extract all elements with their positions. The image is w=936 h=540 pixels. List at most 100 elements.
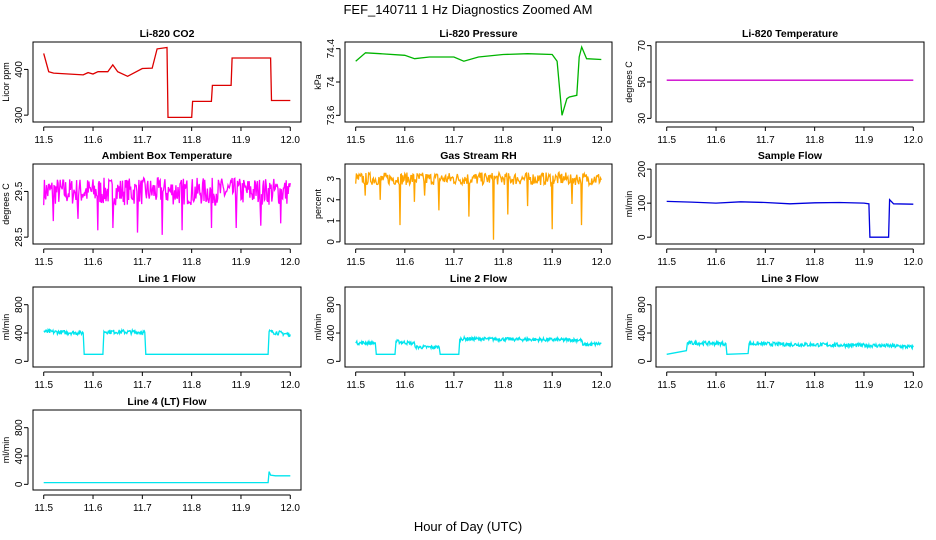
panel-7-x-tick-label: 11.6 (395, 380, 414, 391)
panel-3-series-line (43, 176, 291, 235)
figure-xlabel: Hour of Day (UTC) (414, 519, 522, 534)
panel-0: Li-820 CO2 11.5 11.6 11.7 11.8 11.9 12.0 300 400… (1, 28, 302, 146)
panel-6-x-axis: 11.5 11.6 11.7 11.8 11.9 12.0 (34, 371, 301, 391)
panel-2-y-tick-label: 50 (637, 76, 648, 88)
panel-3-y-tick-label: 29.5 (14, 181, 25, 201)
panel-6-y-axis: 0 400 800 (14, 296, 29, 364)
panel-0-x-tick-label: 11.7 (133, 135, 152, 146)
panel-4-x-tick-label: 11.6 (395, 257, 414, 268)
panel-7-y-tick-label: 0 (326, 358, 337, 364)
panel-5-x-tick-label: 11.9 (855, 257, 874, 268)
panel-6: Line 1 Flow 11.5 11.6 11.7 11.8 11.9 12.0 0 400 8… (1, 273, 302, 391)
panel-9-x-tick-label: 12.0 (281, 503, 301, 514)
panel-4-y-tick-label: 2 (326, 197, 337, 203)
panel-2: Li-820 Temperature 11.5 11.6 11.7 11.8 11.9 12… (624, 28, 925, 146)
panel-4-y-tick-label: 0 (326, 239, 337, 245)
panel-1-x-tick-label: 11.6 (395, 135, 414, 146)
panel-9-x-tick-label: 11.9 (232, 503, 251, 514)
panel-8-y-tick-label: 0 (637, 358, 648, 364)
panel-0-ylabel: Licor ppm (1, 62, 11, 102)
panel-6-x-tick-label: 12.0 (281, 380, 301, 391)
panel-2-x-tick-label: 12.0 (904, 135, 924, 146)
panel-8-frame (655, 286, 925, 368)
panel-0-y-axis: 300 400 (14, 61, 29, 123)
panel-2-x-tick-label: 11.6 (707, 135, 726, 146)
panel-3-y-tick-label: 28.5 (14, 227, 25, 247)
panel-2-ylabel: degrees C (624, 61, 634, 103)
panel-7-x-tick-label: 11.9 (543, 380, 562, 391)
panel-8-x-tick-label: 12.0 (904, 380, 924, 391)
figure-title: FEF_140711 1 Hz Diagnostics Zoomed AM (343, 2, 592, 17)
panel-1-y-axis: 73.6 74 74.4 (326, 38, 341, 125)
panel-9-y-axis: 0 400 800 (14, 419, 29, 487)
panel-4-ylabel: percent (313, 188, 323, 219)
panel-8-x-tick-label: 11.8 (805, 380, 824, 391)
panel-4-x-tick-label: 11.5 (346, 257, 365, 268)
panel-1-x-tick-label: 12.0 (592, 135, 612, 146)
panel-7-x-tick-label: 12.0 (592, 380, 612, 391)
panel-2-frame (655, 41, 925, 123)
panel-9-series-line (43, 471, 291, 484)
panel-6-y-tick-label: 400 (14, 324, 25, 341)
panel-3-ylabel: degrees C (1, 183, 11, 225)
panel-0-x-tick-label: 11.6 (84, 135, 103, 146)
panel-7-x-tick-label: 11.5 (346, 380, 365, 391)
panel-3-x-tick-label: 11.6 (84, 257, 103, 268)
panel-3-x-axis: 11.5 11.6 11.7 11.8 11.9 12.0 (34, 248, 300, 268)
panel-2-x-tick-label: 11.8 (805, 135, 824, 146)
panel-3-title: Ambient Box Temperature (102, 150, 233, 162)
panel-4-series-line (355, 170, 602, 240)
panel-2-y-tick-label: 70 (637, 40, 648, 52)
panel-1-x-tick-label: 11.9 (543, 135, 562, 146)
panel-9-x-tick-label: 11.7 (133, 503, 152, 514)
panel-3-y-axis: 28.5 29.5 (14, 181, 29, 247)
panel-7-x-tick-label: 11.8 (494, 380, 513, 391)
panel-7: Line 2 Flow 11.5 11.6 11.7 11.8 11.9 12.0 0 400 8… (313, 273, 613, 391)
panel-7-y-tick-label: 800 (326, 296, 337, 313)
panel-6-ylabel: ml/min (1, 314, 11, 341)
panel-6-series-line (43, 327, 291, 355)
panel-5-title: Sample Flow (758, 150, 823, 162)
panel-1-frame (344, 41, 613, 123)
panel-7-y-tick-label: 400 (326, 324, 337, 341)
panel-9-y-tick-label: 800 (14, 419, 25, 436)
panel-8-ylabel: ml/min (624, 314, 634, 341)
panel-8-x-tick-label: 11.7 (756, 380, 775, 391)
panel-7-series-line (355, 334, 602, 355)
panel-0-x-axis: 11.5 11.6 11.7 11.8 11.9 12.0 (34, 126, 300, 146)
panel-1-x-axis: 11.5 11.6 11.7 11.8 11.9 12.0 (346, 126, 612, 146)
panel-1-y-tick-label: 73.6 (326, 105, 337, 125)
panel-9-x-axis: 11.5 11.6 11.7 11.8 11.9 12.0 (34, 494, 301, 514)
panel-9-y-tick-label: 0 (14, 481, 25, 487)
panel-5-x-tick-label: 11.5 (657, 257, 676, 268)
panel-5: Sample Flow 11.5 11.6 11.7 11.8 11.9 12.0 0 100 2… (624, 150, 925, 268)
panel-4-x-tick-label: 11.8 (494, 257, 513, 268)
panel-5-x-tick-label: 12.0 (904, 257, 924, 268)
panel-1-x-tick-label: 11.8 (494, 135, 513, 146)
panel-5-ylabel: ml/min (624, 191, 634, 218)
panel-8-y-tick-label: 800 (637, 296, 648, 313)
panel-3: Ambient Box Temperature 11.5 11.6 11.7 11.8 1… (1, 150, 302, 268)
panel-7-title: Line 2 Flow (450, 273, 508, 285)
panel-6-title: Line 1 Flow (138, 273, 196, 285)
panel-0-series-line (43, 46, 291, 119)
panel-4-x-tick-label: 12.0 (592, 257, 612, 268)
panel-1-x-tick-label: 11.5 (346, 135, 365, 146)
panel-6-x-tick-label: 11.7 (133, 380, 152, 391)
panel-4-x-axis: 11.5 11.6 11.7 11.8 11.9 12.0 (346, 248, 612, 268)
panel-0-x-tick-label: 11.9 (232, 135, 251, 146)
panel-1-series-line (355, 44, 602, 116)
panel-8-x-tick-label: 11.6 (707, 380, 726, 391)
panel-2-x-tick-label: 11.5 (657, 135, 676, 146)
panel-7-ylabel: ml/min (313, 314, 323, 341)
panel-6-x-tick-label: 11.8 (182, 380, 201, 391)
panel-5-y-axis: 0 100 200 (637, 160, 652, 240)
panel-2-x-tick-label: 11.9 (855, 135, 874, 146)
panel-3-frame (32, 163, 302, 245)
panel-5-x-tick-label: 11.8 (805, 257, 824, 268)
panel-5-y-tick-label: 0 (637, 234, 648, 240)
panel-1-y-tick-label: 74.4 (326, 38, 337, 58)
panel-1: Li-820 Pressure 11.5 11.6 11.7 11.8 11.9 12.0 7… (313, 28, 613, 146)
panel-8-y-tick-label: 400 (637, 324, 648, 341)
